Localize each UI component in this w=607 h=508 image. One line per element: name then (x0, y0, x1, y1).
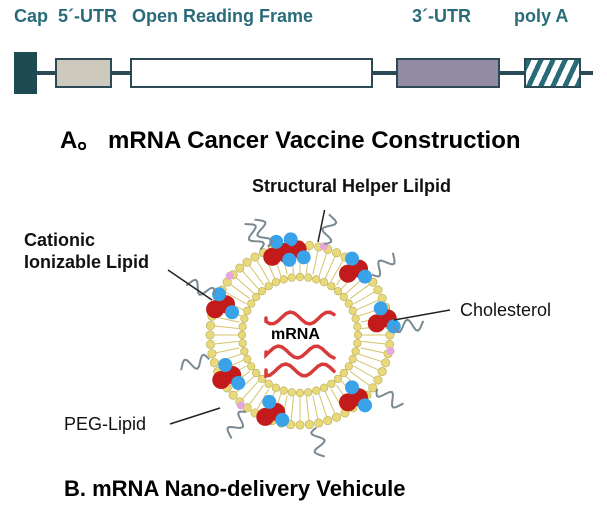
lbl-polya: poly A (514, 6, 568, 27)
lbl-cationic-1: Cationic (24, 230, 95, 251)
lbl-utr3: 3´-UTR (412, 6, 471, 27)
seg-polya (524, 58, 582, 88)
seg-orf (130, 58, 373, 88)
nanoparticle-svg (150, 210, 450, 460)
lbl-orf: Open Reading Frame (132, 6, 313, 27)
seg-utr3 (396, 58, 500, 88)
lbl-cationic-2: Ionizable Lipid (24, 252, 149, 273)
seg-cap (14, 52, 37, 94)
lbl-cholesterol: Cholesterol (460, 300, 551, 321)
lbl-structural: Structural Helper Lilpid (252, 176, 451, 197)
panel-a-title: A。 mRNA Cancer Vaccine Construction (60, 120, 521, 155)
mrna-track (14, 58, 593, 88)
lbl-cap: Cap (14, 6, 48, 27)
lbl-utr5: 5´-UTR (58, 6, 117, 27)
lbl-peg: PEG-Lipid (64, 414, 146, 435)
seg-utr5 (55, 58, 113, 88)
panel-b-title: B. mRNA Nano-delivery Vehicule (64, 476, 406, 502)
seg-polya-hatch (526, 60, 580, 86)
panel-b: Structural Helper Lilpid Cationic Ioniza… (0, 170, 607, 508)
